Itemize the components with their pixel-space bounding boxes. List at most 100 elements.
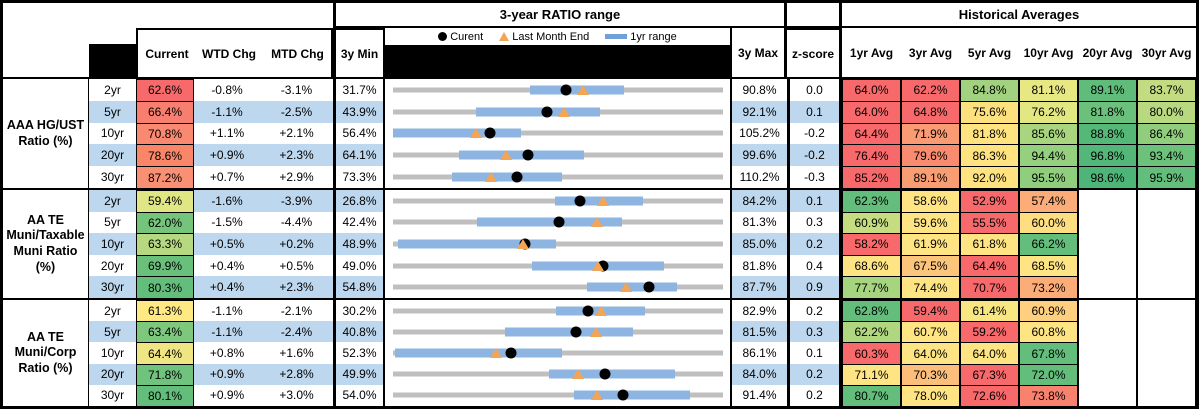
- 3y-max-cell: 86.1%: [732, 342, 787, 364]
- zscore-cell: -0.2: [787, 144, 842, 167]
- avg-cell: 70.7%: [960, 276, 1019, 298]
- avg-cell: 86.4%: [1137, 122, 1196, 145]
- zscore-cell: 0.1: [787, 190, 842, 212]
- avg-col-header-1yr: 1yr Avg: [849, 45, 894, 60]
- mtd-chg-cell: +0.5%: [260, 254, 333, 277]
- tenor-label: 5yr: [89, 321, 136, 343]
- 3y-max-cell: 99.6%: [732, 144, 787, 167]
- range-bar-icon: [605, 34, 628, 39]
- group-rows: 2yr 59.4% -1.6% -3.9% 26.8% 84.2% 0.1 62.3% 58.6…: [89, 190, 1196, 298]
- avg-cell: 64.0%: [960, 342, 1019, 364]
- range-chart: [385, 144, 732, 167]
- wtd-chg-cell: +0.4%: [194, 276, 260, 298]
- 3y-min-cell: 49.0%: [333, 254, 385, 277]
- 3y-min-cell: 54.0%: [333, 384, 385, 406]
- zscore-cell: 0.2: [787, 300, 842, 322]
- chart-legend: Curent Last Month End 1yr range: [385, 28, 730, 45]
- avg-cell: 59.2%: [960, 321, 1019, 343]
- mtd-chg-cell: +3.0%: [260, 384, 333, 406]
- current-dot: [643, 281, 655, 293]
- table-row: 2yr 59.4% -1.6% -3.9% 26.8% 84.2% 0.1 62.3% 58.6…: [89, 190, 1196, 212]
- avg-cell-empty: [1078, 321, 1137, 343]
- range-chart: [385, 254, 732, 277]
- zscore-cell: 0.2: [787, 363, 842, 385]
- 3y-min-cell: 49.9%: [333, 363, 385, 385]
- avg-cell: 64.4%: [842, 122, 901, 145]
- avg-cell-empty: [1137, 190, 1196, 212]
- avg-cell: 85.6%: [1019, 122, 1078, 145]
- current-dot: [541, 106, 553, 118]
- range-chart: [385, 321, 732, 343]
- wtd-chg-cell: +0.8%: [194, 342, 260, 364]
- avg-cell: 57.4%: [1019, 190, 1078, 212]
- tenor-label: 30yr: [89, 166, 136, 188]
- avg-cell: 72.6%: [960, 384, 1019, 406]
- avg-cell: 60.9%: [1019, 300, 1078, 322]
- tenor-label: 2yr: [89, 79, 136, 101]
- range-track: [393, 284, 723, 290]
- range-track: [393, 130, 723, 136]
- avg-cell: 76.2%: [1019, 100, 1078, 123]
- avg-cell: 60.0%: [1019, 211, 1078, 234]
- 3y-min-cell: 54.8%: [333, 276, 385, 298]
- avg-cell: 88.8%: [1078, 122, 1137, 145]
- wtd-chg-cell: +1.1%: [194, 122, 260, 145]
- current-dot-icon: [438, 32, 448, 41]
- current-cell: 80.3%: [136, 276, 194, 298]
- table-row: 30yr 80.1% +0.9% +3.0% 54.0% 91.4% 0.2 80.7% 78.…: [89, 384, 1196, 406]
- avg-cell: 94.4%: [1019, 144, 1078, 167]
- avg-cell: 60.9%: [842, 211, 901, 234]
- 3y-min-cell: 42.4%: [333, 211, 385, 234]
- range-chart: [385, 211, 732, 234]
- current-dot: [560, 84, 572, 96]
- current-dot: [582, 305, 594, 317]
- avg-cell: 68.5%: [1019, 254, 1078, 277]
- table-row: 2yr 62.6% -0.8% -3.1% 31.7% 90.8% 0.0 64.0% 62.2…: [89, 79, 1196, 101]
- avg-cell: 78.0%: [901, 384, 960, 406]
- mtd-chg-cell: +2.3%: [260, 144, 333, 167]
- last-month-triangle: [571, 369, 584, 380]
- table-body: AAA HG/UST Ratio (%) 2yr 62.6% -0.8% -3.1% 31…: [3, 77, 1196, 406]
- avg-cell: 66.2%: [1019, 233, 1078, 255]
- avg-cell: 64.0%: [842, 79, 901, 101]
- last-month-triangle: [500, 150, 513, 161]
- avg-cell: 73.2%: [1019, 276, 1078, 298]
- zscore-cell: 0.1: [787, 100, 842, 123]
- 3y-max-cell: 105.2%: [732, 122, 787, 145]
- avg-cell: 60.8%: [1019, 321, 1078, 343]
- current-dot: [617, 389, 629, 401]
- avg-cell: 75.6%: [960, 100, 1019, 123]
- avg-cell-empty: [1078, 363, 1137, 385]
- ratio-group: AAA HG/UST Ratio (%) 2yr 62.6% -0.8% -3.1% 31…: [3, 77, 1196, 188]
- avg-cell: 73.8%: [1019, 384, 1078, 406]
- 1yr-range-bar: [476, 217, 623, 227]
- last-month-triangle: [558, 106, 571, 117]
- mtd-chg-cell: +2.9%: [260, 166, 333, 188]
- current-cell: 64.4%: [136, 342, 194, 364]
- zscore-header-spacer: [787, 3, 842, 28]
- chart-column-header: Curent Last Month End 1yr range: [385, 28, 732, 77]
- tenor-label: 20yr: [89, 144, 136, 167]
- current-cell: 61.3%: [136, 300, 194, 322]
- avg-cell: 55.5%: [960, 211, 1019, 234]
- zscore-column-header: z-score: [787, 28, 842, 77]
- tenor-label: 20yr: [89, 363, 136, 385]
- table-row: 5yr 62.0% -1.5% -4.4% 42.4% 81.3% 0.3 60.9% 59.6…: [89, 211, 1196, 234]
- avg-cell-empty: [1078, 190, 1137, 212]
- legend-range-label: 1yr range: [630, 30, 677, 43]
- mtd-chg-cell: -2.1%: [260, 300, 333, 322]
- range-chart: [385, 276, 732, 298]
- last-month-triangle: [596, 195, 609, 206]
- current-column-header: Current: [145, 46, 189, 61]
- group-rows: 2yr 62.6% -0.8% -3.1% 31.7% 90.8% 0.0 64.0% 62.2…: [89, 79, 1196, 188]
- avg-cell: 62.2%: [842, 321, 901, 343]
- current-cell: 80.1%: [136, 384, 194, 406]
- current-cell: 59.4%: [136, 190, 194, 212]
- avg-cell: 64.0%: [842, 100, 901, 123]
- 3y-min-cell: 40.8%: [333, 321, 385, 343]
- avg-cell: 96.8%: [1078, 144, 1137, 167]
- mtd-chg-cell: +2.1%: [260, 122, 333, 145]
- avg-cell-empty: [1078, 384, 1137, 406]
- zscore-cell: -0.3: [787, 166, 842, 188]
- current-dot: [553, 216, 565, 228]
